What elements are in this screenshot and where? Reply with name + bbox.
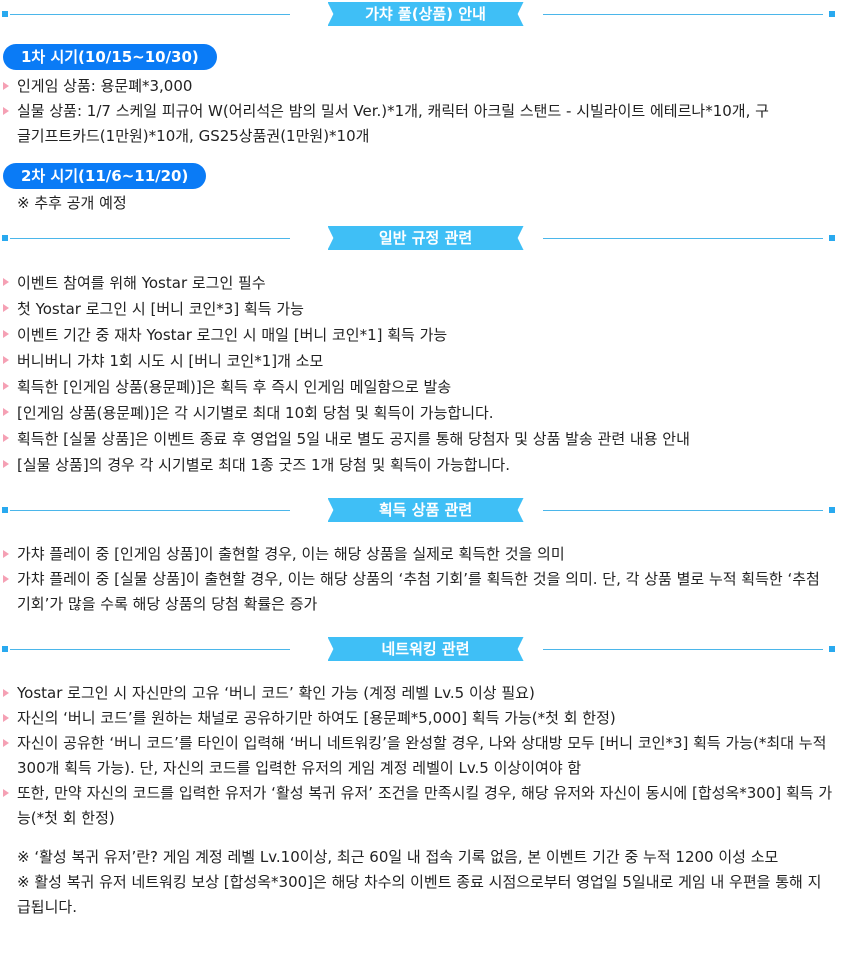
divider	[10, 238, 290, 239]
section-title: 획득 상품 관련	[327, 498, 524, 522]
list-item: [실물 상품]의 경우 각 시기별로 최대 1종 굿즈 1개 당첨 및 획득이 …	[0, 452, 851, 478]
section-title: 네트워킹 관련	[327, 637, 524, 661]
list-item: 획득한 [인게임 상품(용문폐)]은 획득 후 즉시 인게임 메일함으로 발송	[0, 374, 851, 400]
period1-pill: 1차 시기(10/15~10/30)	[3, 44, 217, 70]
list-item: 획득한 [실물 상품]은 이벤트 종료 후 영업일 5일 내로 별도 공지를 통…	[0, 426, 851, 452]
divider	[10, 510, 290, 511]
divider	[10, 14, 290, 15]
section-title: 일반 규정 관련	[327, 226, 524, 250]
line-dot	[2, 646, 8, 652]
line-dot	[829, 507, 835, 513]
networking-note: ※ 활성 복귀 유저 네트워킹 보상 [합성옥*300]은 해당 차수의 이벤트…	[17, 873, 822, 916]
list-item: 실물 상품: 1/7 스케일 피규어 W(어리석은 밤의 밀서 Ver.)*1개…	[0, 99, 780, 149]
line-dot	[2, 235, 8, 241]
section-title: 가챠 풀(상품) 안내	[327, 2, 524, 26]
list-item: 자신의 ‘버니 코드’를 원하는 채널로 공유하기만 하여도 [용문폐*5,00…	[0, 706, 845, 731]
divider	[543, 510, 823, 511]
list-item: 인게임 상품: 용문폐*3,000	[0, 74, 780, 99]
divider	[543, 649, 823, 650]
list-item: 이벤트 기간 중 재차 Yostar 로그인 시 매일 [버니 코인*1] 획득…	[0, 322, 851, 348]
list-item: Yostar 로그인 시 자신만의 고유 ‘버니 코드’ 확인 가능 (계정 레…	[0, 681, 845, 706]
divider	[543, 238, 823, 239]
section-header-networking: 네트워킹 관련	[0, 637, 851, 663]
list-item: 버니버니 가챠 1회 시도 시 [버니 코인*1]개 소모	[0, 348, 851, 374]
list-item: 가챠 플레이 중 [인게임 상품]이 출현할 경우, 이는 해당 상품을 실제로…	[0, 542, 830, 567]
list-item: 또한, 만약 자신의 코드를 입력한 유저가 ‘활성 복귀 유저’ 조건을 만족…	[0, 781, 845, 831]
networking-note: ※ ‘활성 복귀 유저’란? 게임 계정 레벨 Lv.10이상, 최근 60일 …	[17, 848, 779, 866]
line-dot	[2, 507, 8, 513]
list-item: 가챠 플레이 중 [실물 상품]이 출현할 경우, 이는 해당 상품의 ‘추첨 …	[0, 567, 830, 617]
list-item: 첫 Yostar 로그인 시 [버니 코인*3] 획득 가능	[0, 296, 851, 322]
line-dot	[2, 11, 8, 17]
period2-pill: 2차 시기(11/6~11/20)	[3, 163, 207, 189]
list-item: [인게임 상품(용문폐)]은 각 시기별로 최대 10회 당첨 및 획득이 가능…	[0, 400, 851, 426]
period2-note: ※ 추후 공개 예정	[17, 194, 127, 212]
divider	[543, 14, 823, 15]
section-header-prize: 가챠 풀(상품) 안내	[0, 2, 851, 28]
line-dot	[829, 646, 835, 652]
list-item: 자신이 공유한 ‘버니 코드’를 타인이 입력해 ‘버니 네트워킹’을 완성할 …	[0, 731, 845, 781]
divider	[10, 649, 290, 650]
section-header-general: 일반 규정 관련	[0, 226, 851, 252]
line-dot	[829, 11, 835, 17]
line-dot	[829, 235, 835, 241]
list-item: 이벤트 참여를 위해 Yostar 로그인 필수	[0, 270, 851, 296]
section-header-acquire: 획득 상품 관련	[0, 498, 851, 524]
